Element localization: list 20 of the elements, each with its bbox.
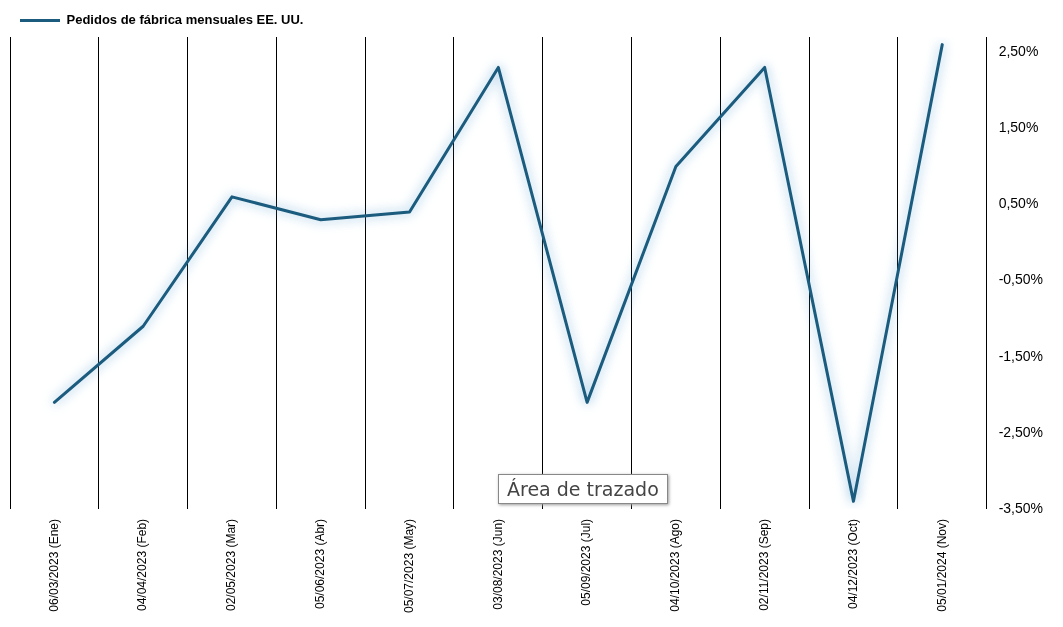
x-tick-label: 06/03/2023 (Ene) [46, 518, 61, 612]
x-tick-label: 05/09/2023 (Jul) [579, 518, 594, 606]
legend-label: Pedidos de fábrica mensuales EE. UU. [66, 12, 304, 28]
x-tick-label: 03/08/2023 (Jun) [490, 518, 505, 610]
x-tick-label: 04/12/2023 (Oct) [845, 518, 860, 610]
x-tick-label: 02/05/2023 (Mar) [224, 518, 239, 612]
y-tick-label: 1,50% [998, 119, 1039, 136]
x-tick-label: 04/04/2023 (Feb) [135, 518, 150, 612]
x-tick-label: 05/07/2023 (May) [401, 518, 416, 614]
y-tick-label: -1,50% [998, 347, 1043, 364]
y-tick-label: 0,50% [998, 195, 1039, 212]
x-tick-label: 04/10/2023 (Ago) [668, 518, 683, 612]
y-tick-label: -2,50% [998, 423, 1043, 440]
y-tick-label: 2,50% [998, 43, 1039, 60]
y-tick-label: -3,50% [998, 499, 1043, 516]
y-tick-label: -0,50% [998, 271, 1043, 288]
x-tick-label: 02/11/2023 (Sep) [756, 518, 771, 611]
x-tick-label: 05/06/2023 (Abr) [313, 518, 328, 610]
annotation: Área de trazado [498, 474, 668, 504]
x-tick-label: 05/01/2024 (Nov) [934, 518, 949, 612]
